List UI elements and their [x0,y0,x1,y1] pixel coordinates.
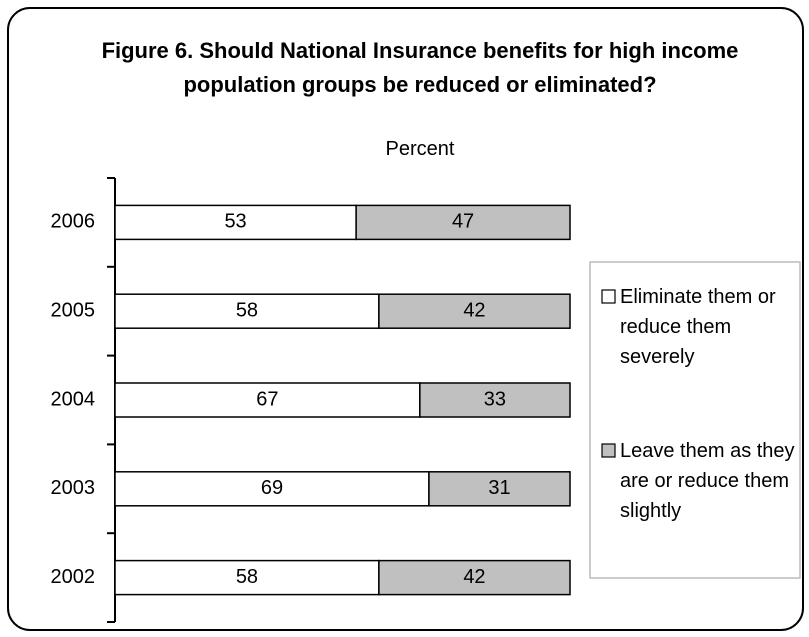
legend-box [589,261,801,579]
bar-segment [114,471,430,507]
value-label: 47 [452,211,474,233]
y-tick-label: 2004 [51,388,96,410]
bar-segment [419,382,571,418]
bar-segment [114,559,380,596]
value-label: 58 [236,299,258,321]
legend-label: Leave them as they are or reduce them sl… [620,440,795,522]
legend-label: Eliminate them or reduce them severely [620,286,776,368]
value-label: 53 [224,211,246,233]
y-tick-label: 2006 [51,211,96,233]
bar-segment [378,293,571,329]
bar-segment [114,293,380,329]
legend-swatch [601,289,616,304]
bar-segment [355,204,571,241]
chart-title: Figure 6. Should National Insurance bene… [101,38,739,97]
value-label: 42 [463,299,485,321]
y-tick-label: 2005 [51,299,96,321]
value-label: 69 [261,477,283,499]
legend-swatch [601,443,616,458]
value-label: 67 [256,388,278,410]
value-label: 42 [463,566,485,588]
y-tick-label: 2003 [51,477,96,499]
y-tick-label: 2002 [51,566,96,588]
value-label: 58 [236,566,258,588]
bar-segment [378,559,571,596]
bar-segment [428,471,571,507]
value-label: 31 [488,477,510,499]
chart-subtitle: Percent [385,138,455,160]
bar-segment [114,204,357,241]
value-label: 33 [484,388,506,410]
